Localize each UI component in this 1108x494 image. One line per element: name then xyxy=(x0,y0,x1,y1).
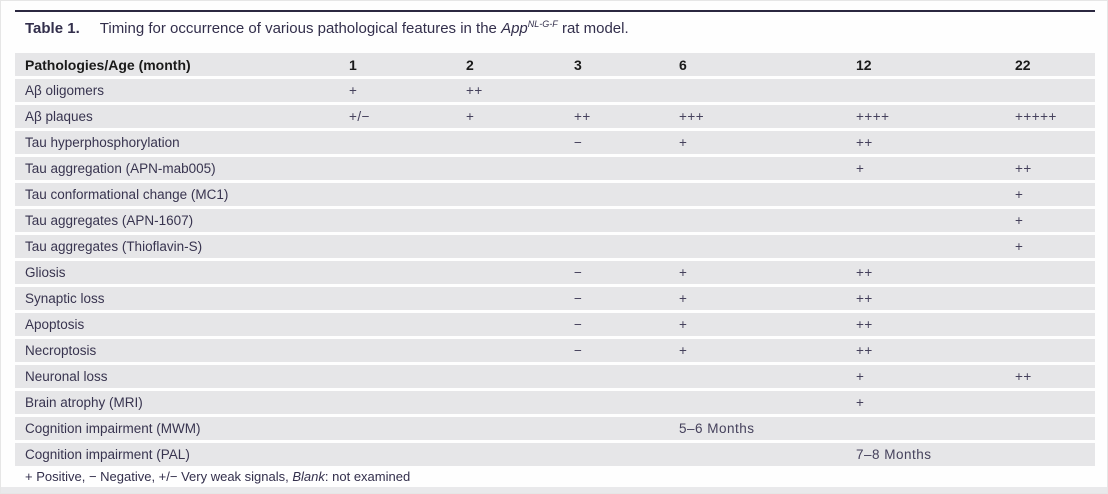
cell-age-6: + xyxy=(679,291,688,306)
table-row: Brain atrophy (MRI) + xyxy=(15,391,1095,414)
cell-age-2: + xyxy=(466,109,475,124)
age-column-header-22: 22 xyxy=(1015,56,1031,73)
gene-name: App xyxy=(501,20,528,37)
table-row: Tau aggregation (APN-mab005) + ++ xyxy=(15,157,1095,180)
cell-age-1: +/− xyxy=(349,109,371,124)
table-row: Tau aggregates (APN-1607) + xyxy=(15,209,1095,232)
age-column-header-12: 12 xyxy=(856,56,872,73)
footnote-legend-part1: + Positive, − Negative, +/− Very weak si… xyxy=(25,469,293,484)
pathology-label: Neuronal loss xyxy=(25,369,108,384)
pathology-label: Tau conformational change (MC1) xyxy=(25,187,229,202)
table-top-rule xyxy=(15,10,1095,12)
age-column-header-1: 1 xyxy=(349,56,357,73)
table-footnote: + Positive, − Negative, +/− Very weak si… xyxy=(25,469,410,484)
cell-age-3: − xyxy=(574,343,583,358)
cell-age-6: +++ xyxy=(679,109,705,124)
pathology-timing-table: Pathologies/Age (month) 1 2 3 6 12 22 Aβ… xyxy=(15,53,1095,469)
table-number-label: Table 1. xyxy=(25,20,80,37)
pathology-label: Aβ plaques xyxy=(25,109,93,124)
cell-age-12: ++++ xyxy=(856,109,890,124)
pathology-label: Necroptosis xyxy=(25,343,97,358)
cell-age-3: ++ xyxy=(574,109,591,124)
cell-age-3: − xyxy=(574,135,583,150)
table-row: Necroptosis − + ++ xyxy=(15,339,1095,362)
cell-age-3: − xyxy=(574,291,583,306)
cell-age-6: + xyxy=(679,317,688,332)
table-row: Cognition impairment (MWM) 5–6 Months xyxy=(15,417,1095,440)
caption-text-suffix: rat model. xyxy=(557,20,629,37)
pathology-label: Tau aggregates (Thioflavin-S) xyxy=(25,239,203,254)
cell-age-22: +++++ xyxy=(1015,109,1057,124)
pathology-label: Tau aggregates (APN-1607) xyxy=(25,213,194,228)
table-row: Tau aggregates (Thioflavin-S) + xyxy=(15,235,1095,258)
table-row: Apoptosis − + ++ xyxy=(15,313,1095,336)
pathology-label: Aβ oligomers xyxy=(25,83,105,98)
cell-age-22: ++ xyxy=(1015,161,1032,176)
caption-text-prefix: Timing for occurrence of various patholo… xyxy=(99,20,502,37)
age-column-header-6: 6 xyxy=(679,56,687,73)
cell-age-22: ++ xyxy=(1015,369,1032,384)
footnote-legend-part2: : not examined xyxy=(324,469,411,484)
cell-age-12: ++ xyxy=(856,265,873,280)
cell-age-22: + xyxy=(1015,213,1024,228)
cell-age-3: − xyxy=(574,317,583,332)
pathology-label: Tau hyperphosphorylation xyxy=(25,135,180,150)
pathology-label: Gliosis xyxy=(25,265,66,280)
cell-age-6: + xyxy=(679,135,688,150)
table-row: Tau hyperphosphorylation − + ++ xyxy=(15,131,1095,154)
footnote-blank-word: Blank xyxy=(292,469,325,484)
table-row: Tau conformational change (MC1) + xyxy=(15,183,1095,206)
cell-age-12: ++ xyxy=(856,317,873,332)
cell-age-6: 5–6 Months xyxy=(679,421,755,436)
cell-age-12: ++ xyxy=(856,343,873,358)
cell-age-1: + xyxy=(349,83,358,98)
cell-age-12: 7–8 Months xyxy=(856,447,932,462)
pathology-label: Cognition impairment (PAL) xyxy=(25,447,190,462)
cell-age-12: + xyxy=(856,395,865,410)
cell-age-12: ++ xyxy=(856,291,873,306)
table-row: Aβ oligomers + ++ xyxy=(15,79,1095,102)
table-row: Synaptic loss − + ++ xyxy=(15,287,1095,310)
age-column-header-3: 3 xyxy=(574,56,582,73)
cell-age-6: + xyxy=(679,265,688,280)
pathology-label: Cognition impairment (MWM) xyxy=(25,421,201,436)
cell-age-6: + xyxy=(679,343,688,358)
cell-age-12: + xyxy=(856,369,865,384)
pathology-label: Brain atrophy (MRI) xyxy=(25,395,143,410)
page-bottom-edge xyxy=(1,487,1107,493)
age-column-header-2: 2 xyxy=(466,56,474,73)
table-row: Cognition impairment (PAL) 7–8 Months xyxy=(15,443,1095,466)
pathology-age-header: Pathologies/Age (month) xyxy=(25,56,191,73)
gene-superscript: NL-G-F xyxy=(527,19,558,29)
pathology-label: Apoptosis xyxy=(25,317,85,332)
cell-age-22: + xyxy=(1015,187,1024,202)
cell-age-3: − xyxy=(574,265,583,280)
pathology-label: Synaptic loss xyxy=(25,291,105,306)
table-row: Neuronal loss + ++ xyxy=(15,365,1095,388)
table-header-row: Pathologies/Age (month) 1 2 3 6 12 22 xyxy=(15,53,1095,76)
cell-age-2: ++ xyxy=(466,83,483,98)
table-caption: Table 1. Timing for occurrence of various… xyxy=(25,19,629,38)
table-row: Aβ plaques +/− + ++ +++ ++++ +++++ xyxy=(15,105,1095,128)
table-row: Gliosis − + ++ xyxy=(15,261,1095,284)
cell-age-22: + xyxy=(1015,239,1024,254)
pathology-label: Tau aggregation (APN-mab005) xyxy=(25,161,216,176)
cell-age-12: + xyxy=(856,161,865,176)
cell-age-12: ++ xyxy=(856,135,873,150)
table-rows: Aβ oligomers + ++ Aβ plaques +/− + ++ ++… xyxy=(15,79,1095,466)
